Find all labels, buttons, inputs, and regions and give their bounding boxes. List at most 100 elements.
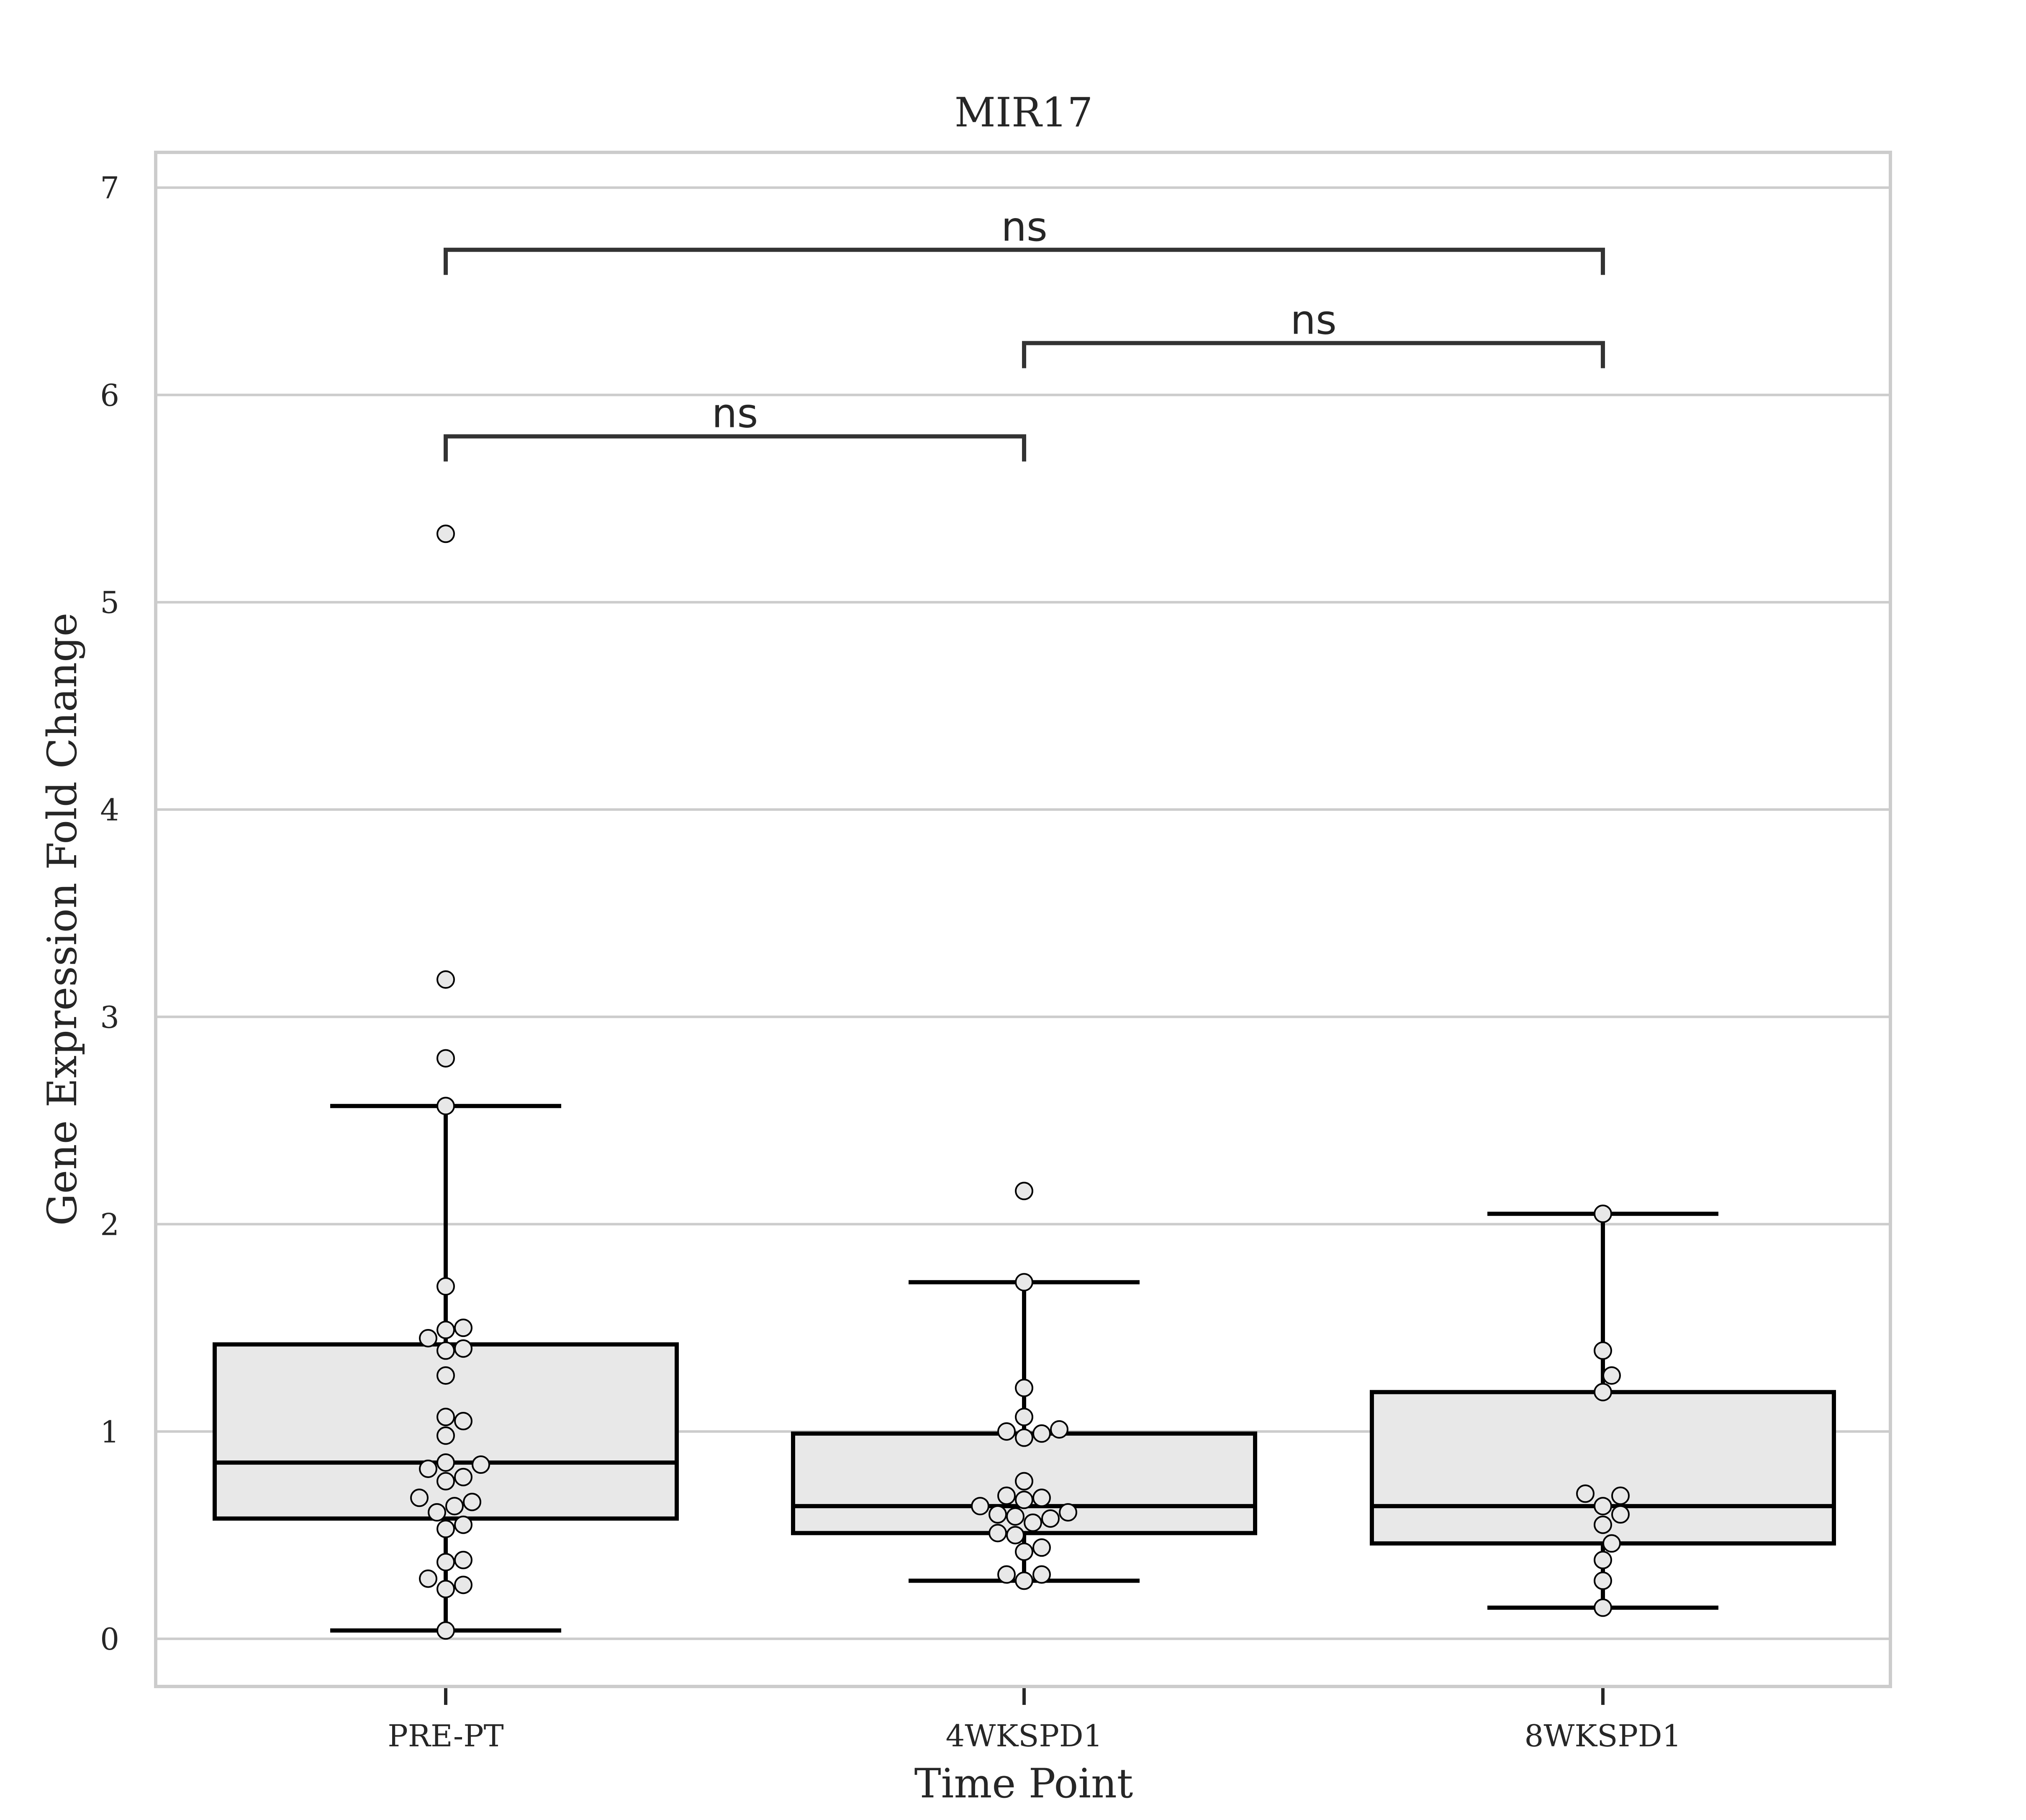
data-point	[1015, 1182, 1033, 1200]
y-tick-labels: 0 1 2 3 4 5 6 7	[100, 170, 119, 1657]
data-point	[1015, 1472, 1033, 1491]
data-point	[437, 1580, 455, 1599]
significance-label: ns	[712, 390, 758, 437]
data-point	[1594, 1497, 1612, 1516]
data-point	[437, 1408, 455, 1427]
data-point	[1032, 1565, 1051, 1584]
significance-annotations: ns ns ns	[444, 203, 1605, 462]
data-point	[437, 524, 455, 543]
significance-bracket: ns	[1022, 297, 1605, 368]
data-point	[1611, 1486, 1630, 1505]
bracket-line	[1022, 341, 1605, 368]
data-point	[472, 1455, 490, 1474]
data-point	[419, 1569, 437, 1588]
data-point	[437, 1472, 455, 1491]
data-point	[1032, 1538, 1051, 1557]
y-tick-label: 2	[100, 1207, 119, 1242]
significance-label: ns	[1001, 203, 1048, 250]
chart-title: MIR17	[955, 89, 1093, 136]
data-point	[1032, 1488, 1051, 1507]
data-point	[1015, 1378, 1033, 1397]
data-point	[1594, 1571, 1612, 1590]
data-point	[1041, 1509, 1060, 1528]
y-tick-label: 6	[100, 378, 119, 413]
data-point	[437, 1097, 455, 1116]
y-tick-label: 4	[100, 792, 119, 828]
data-point	[1015, 1571, 1033, 1590]
data-point	[437, 1366, 455, 1385]
data-point	[1602, 1366, 1621, 1385]
data-point	[1015, 1428, 1033, 1447]
x-tick-label: PRE-PT	[388, 1718, 503, 1753]
data-point	[454, 1468, 472, 1486]
data-point	[1611, 1505, 1630, 1524]
x-tick-labels: PRE-PT 4WKSPD1 8WKSPD1	[388, 1686, 1681, 1753]
data-point	[454, 1576, 472, 1594]
data-point	[997, 1422, 1016, 1441]
data-point	[437, 1277, 455, 1296]
x-axis-label: Time Point	[914, 1760, 1133, 1807]
data-point	[989, 1505, 1007, 1524]
data-point	[437, 1341, 455, 1360]
data-point	[997, 1565, 1016, 1584]
box-8wkspd1	[1370, 1211, 1836, 1610]
plot-frame	[154, 151, 1892, 1688]
data-point	[454, 1319, 472, 1337]
y-tick-label: 0	[100, 1622, 119, 1657]
bracket-line	[444, 247, 1605, 275]
data-point	[971, 1497, 989, 1516]
data-point	[1594, 1550, 1612, 1569]
data-point	[437, 1553, 455, 1571]
data-point	[419, 1459, 437, 1478]
significance-bracket: ns	[444, 203, 1605, 275]
data-point	[1594, 1598, 1612, 1617]
data-point	[454, 1550, 472, 1569]
data-point	[463, 1493, 481, 1512]
data-point	[419, 1329, 437, 1347]
data-point	[437, 1321, 455, 1339]
data-point	[1024, 1513, 1042, 1532]
data-point	[454, 1412, 472, 1431]
data-point	[437, 970, 455, 989]
y-tick-label: 3	[100, 1000, 119, 1035]
data-point	[1594, 1204, 1612, 1223]
data-point	[1015, 1542, 1033, 1561]
data-point	[410, 1488, 429, 1507]
data-point	[1015, 1491, 1033, 1509]
data-point	[428, 1503, 446, 1522]
data-point	[437, 1453, 455, 1472]
data-point	[1594, 1515, 1612, 1534]
data-point	[437, 1426, 455, 1445]
data-point	[1015, 1273, 1033, 1292]
data-point	[454, 1515, 472, 1534]
data-point	[437, 1049, 455, 1068]
x-tick-label: 8WKSPD1	[1525, 1718, 1682, 1753]
y-tick-label: 1	[100, 1414, 119, 1450]
data-point	[989, 1524, 1007, 1542]
data-point	[437, 1621, 455, 1640]
data-point	[1059, 1503, 1077, 1522]
y-axis-label: Gene Expression Fold Change	[39, 613, 86, 1226]
data-point	[1594, 1383, 1612, 1401]
data-point	[1050, 1420, 1068, 1439]
data-point	[1015, 1408, 1033, 1427]
significance-bracket: ns	[444, 390, 1026, 462]
data-point	[454, 1339, 472, 1358]
x-tick-label: 4WKSPD1	[946, 1718, 1103, 1753]
y-tick-label: 5	[100, 585, 119, 620]
points-layer	[410, 524, 1630, 1640]
data-point	[445, 1497, 464, 1516]
data-point	[1032, 1424, 1051, 1443]
data-point	[1576, 1484, 1595, 1503]
data-point	[997, 1486, 1016, 1505]
bracket-line	[444, 434, 1026, 462]
data-point	[1594, 1341, 1612, 1360]
data-point	[1006, 1507, 1025, 1526]
data-point	[437, 1519, 455, 1538]
data-point	[1602, 1534, 1621, 1553]
data-point	[1006, 1526, 1025, 1545]
significance-label: ns	[1290, 297, 1337, 344]
y-tick-label: 7	[100, 170, 119, 206]
